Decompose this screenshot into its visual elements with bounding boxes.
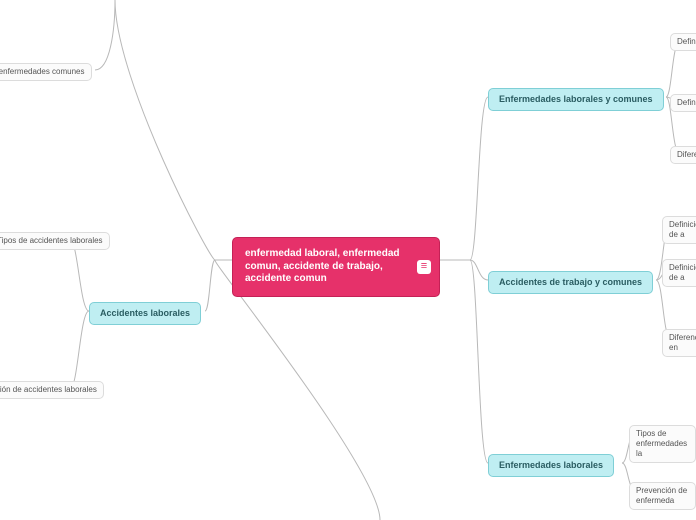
root-label: enfermedad laboral, enfermedad comun, ac… xyxy=(245,248,405,286)
branch-label: Enfermedades laborales y comunes xyxy=(499,94,653,105)
leaf-label: e enfermedades comunes xyxy=(0,67,85,77)
leaf-label: ención de accidentes laborales xyxy=(0,385,97,395)
leaf-node[interactable]: Tipos de enfermedades la xyxy=(629,425,696,463)
branch-label: Accidentes laborales xyxy=(100,308,190,319)
leaf-node[interactable]: ención de accidentes laborales xyxy=(0,381,104,399)
leaf-label: Diferencia xyxy=(677,150,696,160)
branch-label: Enfermedades laborales xyxy=(499,460,603,471)
branch-accidentes-laborales[interactable]: Accidentes laborales xyxy=(89,302,201,325)
leaf-node[interactable]: Definición de a xyxy=(662,216,696,244)
leaf-node[interactable]: Definición de a xyxy=(662,259,696,287)
leaf-label: Definición de a xyxy=(669,220,696,240)
leaf-node[interactable]: Definición xyxy=(670,33,696,51)
leaf-node[interactable]: Tipos de accidentes laborales xyxy=(0,232,110,250)
leaf-node[interactable]: Definición xyxy=(670,94,696,112)
branch-enfermedades-laborales[interactable]: Enfermedades laborales xyxy=(488,454,614,477)
leaf-label: Definición xyxy=(677,98,696,108)
branch-accidentes-trabajo-comunes[interactable]: Accidentes de trabajo y comunes xyxy=(488,271,653,294)
leaf-label: Definición xyxy=(677,37,696,47)
root-node[interactable]: enfermedad laboral, enfermedad comun, ac… xyxy=(232,237,440,297)
leaf-node[interactable]: Diferencia xyxy=(670,146,696,164)
leaf-node[interactable]: Prevención de enfermeda xyxy=(629,482,696,510)
note-icon[interactable] xyxy=(417,260,431,274)
leaf-label: Definición de a xyxy=(669,263,696,283)
leaf-label: Diferencias en xyxy=(669,333,696,353)
leaf-label: Prevención de enfermeda xyxy=(636,486,689,506)
leaf-label: Tipos de enfermedades la xyxy=(636,429,689,459)
branch-enfermedades-laborales-comunes[interactable]: Enfermedades laborales y comunes xyxy=(488,88,664,111)
branch-label: Accidentes de trabajo y comunes xyxy=(499,277,642,288)
leaf-node[interactable]: e enfermedades comunes xyxy=(0,63,92,81)
leaf-label: Tipos de accidentes laborales xyxy=(0,236,103,246)
leaf-node[interactable]: Diferencias en xyxy=(662,329,696,357)
